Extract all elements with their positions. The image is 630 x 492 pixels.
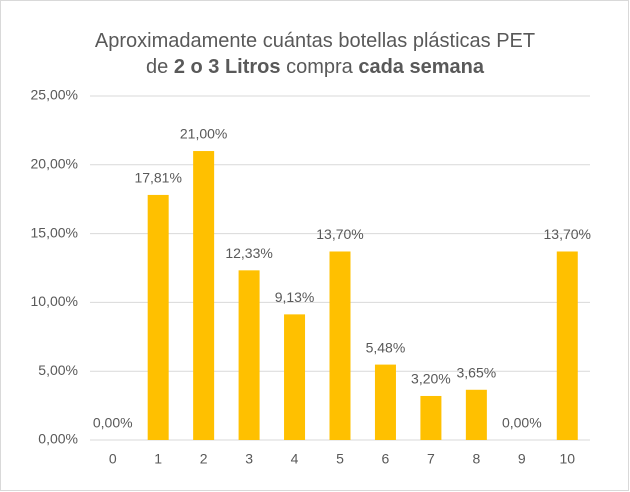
bar: [420, 395, 442, 440]
x-tick-label: 9: [518, 451, 526, 467]
data-label: 5,48%: [366, 339, 406, 355]
data-label: 9,13%: [275, 289, 315, 305]
x-tick-label: 3: [245, 451, 253, 467]
x-tick-label: 8: [472, 451, 480, 467]
x-tick-label: 2: [200, 451, 208, 467]
x-tick-label: 6: [382, 451, 390, 467]
x-tick-label: 4: [291, 451, 299, 467]
data-label: 13,70%: [316, 226, 363, 242]
data-label: 3,65%: [457, 364, 497, 380]
y-tick-label: 20,00%: [31, 156, 78, 172]
y-tick-label: 25,00%: [31, 87, 78, 103]
x-tick-label: 7: [427, 451, 435, 467]
data-label: 0,00%: [93, 415, 133, 431]
title-part: Aproximadamente cuántas botellas plástic…: [95, 30, 535, 52]
bar: [374, 364, 396, 440]
bar: [238, 270, 260, 440]
y-tick-label: 15,00%: [31, 224, 78, 240]
bar: [284, 314, 306, 440]
data-label: 17,81%: [134, 170, 181, 186]
x-tick-label: 0: [109, 451, 117, 467]
title-part: 2 o 3 Litros: [174, 56, 281, 78]
bar: [147, 194, 169, 440]
bar: [193, 151, 215, 441]
data-label: 13,70%: [544, 226, 591, 242]
chart-title: Aproximadamente cuántas botellas plástic…: [95, 30, 535, 52]
y-tick-label: 0,00%: [38, 431, 78, 447]
title-part: de: [146, 56, 174, 78]
data-label: 21,00%: [180, 126, 227, 142]
y-tick-label: 5,00%: [38, 362, 78, 378]
chart-title: de 2 o 3 Litros compra cada semana: [146, 56, 485, 78]
data-label: 0,00%: [502, 415, 542, 431]
data-label: 3,20%: [411, 371, 451, 387]
title-part: cada semana: [358, 56, 485, 78]
data-label: 12,33%: [225, 245, 272, 261]
bar: [465, 389, 487, 440]
bar: [329, 251, 351, 440]
x-tick-label: 10: [559, 451, 575, 467]
bar: [556, 251, 578, 440]
x-tick-label: 5: [336, 451, 344, 467]
x-tick-label: 1: [154, 451, 162, 467]
y-tick-label: 10,00%: [31, 293, 78, 309]
title-part: compra: [281, 56, 359, 78]
